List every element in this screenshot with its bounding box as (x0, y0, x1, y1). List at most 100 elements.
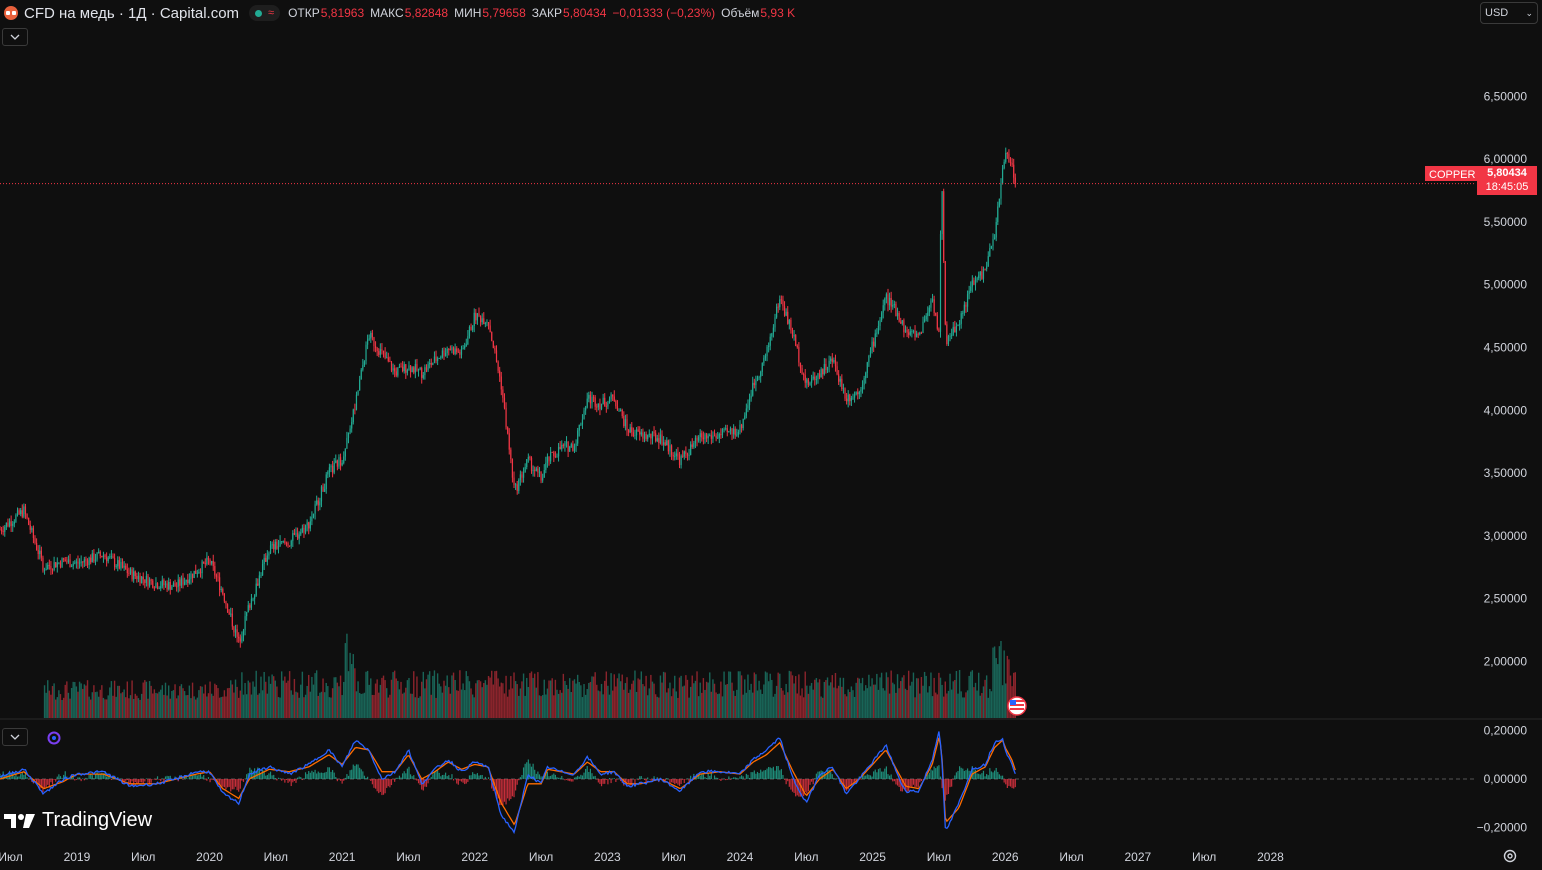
histogram-bar (726, 778, 728, 780)
histogram-bar (475, 774, 477, 779)
volume-bar (877, 689, 880, 718)
candle (446, 346, 448, 359)
candle (309, 516, 311, 532)
candle (312, 513, 315, 519)
candle (742, 418, 744, 431)
us-flag-icon[interactable] (1007, 696, 1027, 716)
candle (24, 503, 27, 519)
candle (246, 611, 248, 621)
volume-bar (763, 684, 765, 718)
histogram-bar (888, 775, 891, 779)
candle (29, 520, 31, 534)
volume-bar (414, 697, 417, 718)
histogram-bar (846, 778, 848, 791)
volume-bar (724, 684, 727, 718)
volume-bar (58, 690, 60, 718)
candle (222, 587, 224, 596)
volume-bar (1001, 685, 1004, 718)
candle (15, 513, 17, 523)
collapse-legend-button[interactable] (2, 28, 28, 46)
volume-bar (266, 693, 269, 718)
histogram-bar (728, 776, 730, 779)
price-axis[interactable]: 6,500006,000005,500005,000004,500004,000… (1484, 89, 1528, 668)
candle (938, 327, 940, 333)
tradingview-logo[interactable]: TradingView (4, 809, 152, 832)
volume-bar (613, 674, 615, 718)
candle (521, 471, 523, 483)
candle (123, 561, 125, 571)
volume-bar (432, 675, 434, 718)
signal-line (0, 737, 1016, 826)
histogram-bar (936, 766, 938, 779)
market-status-pill[interactable]: ≈ (249, 5, 281, 21)
candle (32, 525, 35, 544)
candle (502, 386, 504, 403)
candle (820, 367, 822, 378)
candle (922, 316, 924, 334)
volume-bar (857, 677, 859, 718)
time-axis[interactable]: Июл 2019 Июл 2020 Июл 2021 Июл 2022 Июл 2023 Июл 20… (0, 850, 1284, 864)
volume-bar (780, 688, 783, 718)
volume-bar (425, 679, 428, 718)
candle (215, 573, 218, 582)
candle (51, 568, 54, 575)
volume-bar (850, 686, 853, 718)
candle (812, 371, 814, 381)
candle (168, 577, 170, 591)
histogram-bar (551, 774, 553, 779)
candle (85, 556, 87, 567)
histogram-bar (616, 778, 619, 780)
volume-bar (54, 699, 57, 718)
symbol-title[interactable]: CFD на медь · 1Д · Capital.com (24, 4, 240, 22)
candle (287, 541, 289, 548)
histogram-bar (102, 773, 105, 779)
histogram-bar (487, 777, 490, 779)
histogram-bar (268, 773, 270, 779)
volume-bar (406, 680, 409, 718)
candle (26, 513, 28, 520)
histogram-bar (682, 778, 684, 780)
histogram-bar (526, 762, 528, 779)
currency-select[interactable]: USD ⌄ (1480, 2, 1538, 24)
histogram-bar (890, 774, 892, 779)
candle (28, 517, 30, 526)
candle (795, 334, 797, 347)
histogram-bar (683, 778, 685, 784)
volume-bar (667, 688, 670, 718)
volume-bar (882, 688, 884, 718)
histogram-bar (729, 778, 732, 780)
candle (276, 538, 278, 550)
volume-bar (992, 647, 994, 718)
candle (855, 391, 857, 396)
volume-bar (191, 682, 194, 718)
volume-bar (718, 693, 721, 718)
indicator-icon[interactable] (47, 731, 61, 745)
candle (578, 424, 580, 437)
low-value: 5,79658 (482, 6, 526, 20)
candle (535, 466, 537, 472)
volume-bar (66, 681, 68, 718)
histogram-bar (522, 767, 525, 779)
histogram-bar (505, 778, 507, 805)
histogram-bar (979, 774, 981, 779)
histogram-bar (752, 772, 754, 779)
candle (962, 310, 964, 319)
volume-bar (347, 671, 350, 718)
volume-bar (553, 695, 555, 718)
volume-bar (639, 679, 641, 718)
candle (725, 424, 727, 431)
histogram-bar (125, 778, 127, 781)
histogram-bar (777, 766, 779, 779)
histogram-bar (254, 768, 256, 779)
candle (460, 345, 463, 359)
time-tick-label: 2027 (1124, 850, 1151, 864)
candle (250, 593, 253, 610)
candle (713, 429, 716, 437)
volume-bar (336, 682, 339, 718)
histogram-bar (887, 774, 889, 779)
volume-bar (161, 685, 164, 718)
collapse-indicator-button[interactable] (2, 728, 28, 746)
settings-icon[interactable] (1502, 848, 1518, 864)
